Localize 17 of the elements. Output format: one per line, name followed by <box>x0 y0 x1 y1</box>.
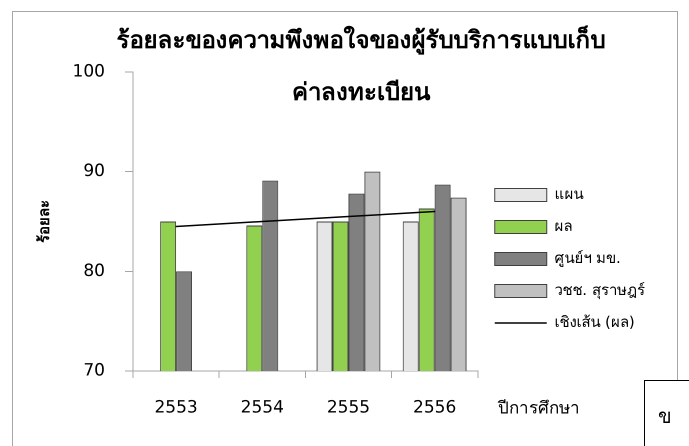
x-tick-label: 2555 <box>326 398 370 418</box>
y-axis-title: ร้อยละ <box>34 200 53 243</box>
x-tick-label: 2553 <box>154 398 198 418</box>
y-tick-label: 80 <box>83 260 105 281</box>
legend-label: เชิงเส้น (ผล) <box>554 312 635 331</box>
y-tick-label: 70 <box>83 360 105 380</box>
text: ข <box>658 404 672 428</box>
y-tick-label: 100 <box>72 61 105 82</box>
x-tick-label: 2554 <box>240 398 284 418</box>
x-tick-label: 2556 <box>413 398 456 418</box>
y-tick-label: 90 <box>83 161 105 182</box>
legend-label: แผน <box>554 184 584 203</box>
legend-label: ศูนย์ฯ มข. <box>554 248 621 267</box>
x-axis-title: ปีการศึกษา <box>496 398 580 418</box>
legend-label: ผล <box>554 216 572 235</box>
legend-label: วชช. สุราษฎร์ <box>554 280 645 300</box>
chart-title: ร้อยละของความพึงพอใจของผู้รับบริการแบบเก็บค่าลงทะเบียน <box>116 24 606 108</box>
